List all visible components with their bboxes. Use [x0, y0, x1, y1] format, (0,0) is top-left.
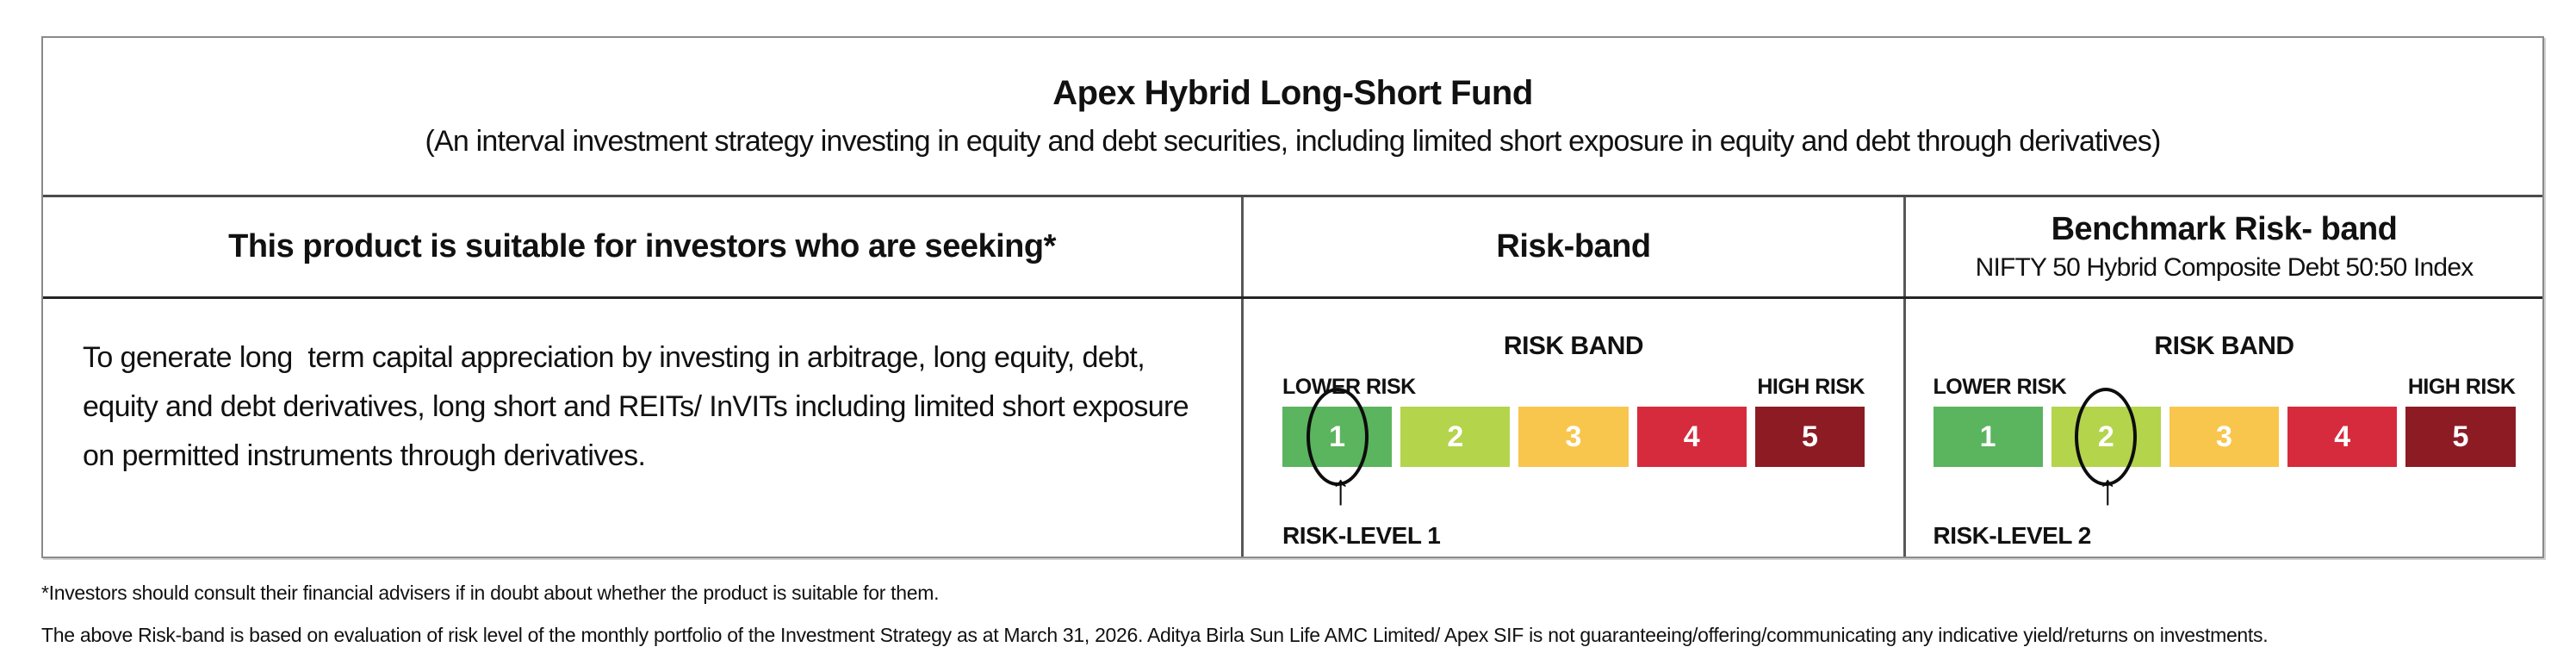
benchmark-riskband-cell: RISK BAND LOWER RISK HIGH RISK 1 2 3 4 5 ↑ R…: [1903, 299, 2542, 557]
fund-subtitle: (An interval investment strategy investi…: [425, 125, 2161, 158]
header-row: This product is suitable for investors w…: [43, 195, 2542, 296]
benchmark-riskband-widget: RISK BAND LOWER RISK HIGH RISK 1 2 3 4 5 ↑ R…: [1933, 332, 2516, 550]
risk-segment-2: 2: [1400, 407, 1511, 467]
content-row: To generate long term capital appreciati…: [43, 296, 2542, 557]
risk-level-caption: RISK-LEVEL 2: [1933, 522, 2092, 549]
lower-risk-label: LOWER RISK: [1933, 375, 2067, 399]
risk-segment-number: 2: [2097, 420, 2114, 453]
risk-segment-4: 4: [2287, 407, 2398, 467]
risk-segment-1: 1: [1282, 388, 1393, 486]
riskband-axis-labels: LOWER RISK HIGH RISK: [1934, 375, 2516, 400]
up-arrow-icon: ↑: [2096, 465, 2119, 513]
high-risk-label: HIGH RISK: [1757, 375, 1865, 399]
high-risk-label: HIGH RISK: [2407, 375, 2516, 399]
risk-segment-5: 5: [2405, 407, 2516, 467]
title-row: Apex Hybrid Long-Short Fund (An interval…: [43, 38, 2542, 195]
risk-segment-number: 4: [1683, 420, 1700, 453]
riskband-bar: 1 2 3 4 5: [1933, 388, 2516, 486]
riskband-axis-labels: LOWER RISK HIGH RISK: [1282, 375, 1865, 400]
suitability-text: To generate long term capital appreciati…: [83, 341, 1196, 473]
fund-riskband-widget: RISK BAND LOWER RISK HIGH RISK 1 2 3 4 5 ↑ R…: [1282, 332, 1865, 550]
benchmark-subheader: NIFTY 50 Hybrid Composite Debt 50:50 Ind…: [1975, 253, 2474, 282]
risk-level-caption: RISK-LEVEL 1: [1282, 522, 1441, 549]
suitability-cell: To generate long term capital appreciati…: [43, 299, 1241, 557]
riskband-title: RISK BAND: [2154, 332, 2294, 360]
benchmark-header: Benchmark Risk- band: [2051, 211, 2398, 247]
risk-segment-2: 2: [2051, 388, 2161, 486]
risk-segment-number: 4: [2334, 420, 2351, 453]
risk-segment-3: 3: [2169, 407, 2280, 467]
footnotes: *Investors should consult their financia…: [41, 572, 2539, 656]
benchmark-header-cell: Benchmark Risk- band NIFTY 50 Hybrid Com…: [1903, 197, 2542, 296]
risk-segment-number: 3: [1565, 420, 1582, 453]
risk-segment-number: 5: [2452, 420, 2469, 453]
riskband-title: RISK BAND: [1503, 332, 1644, 360]
risk-segment-number: 2: [1447, 420, 1464, 453]
risk-segment-1: 1: [1933, 407, 2043, 467]
risk-segment-number: 1: [1329, 420, 1346, 453]
fund-riskband-cell: RISK BAND LOWER RISK HIGH RISK 1 2 3 4 5 ↑ R…: [1241, 299, 1903, 557]
footnote-advisers: *Investors should consult their financia…: [41, 582, 940, 604]
suitability-header: This product is suitable for investors w…: [228, 228, 1056, 264]
riskband-bar: 1 2 3 4 5: [1282, 388, 1865, 486]
fund-title: Apex Hybrid Long-Short Fund: [1052, 74, 1533, 112]
footnote-disclaimer: The above Risk-band is based on evaluati…: [41, 624, 2269, 646]
suitability-header-cell: This product is suitable for investors w…: [43, 197, 1241, 296]
riskband-header-cell: Risk-band: [1241, 197, 1903, 296]
fund-disclosure-table: Apex Hybrid Long-Short Fund (An interval…: [41, 36, 2544, 558]
riskband-pointer-row: ↑: [1282, 465, 1865, 515]
riskband-header: Risk-band: [1496, 228, 1651, 264]
risk-segment-4: 4: [1636, 407, 1747, 467]
risk-segment-number: 5: [1801, 420, 1818, 453]
risk-segment-3: 3: [1518, 407, 1629, 467]
risk-segment-5: 5: [1754, 407, 1865, 467]
lower-risk-label: LOWER RISK: [1282, 375, 1416, 399]
risk-segment-number: 1: [1979, 420, 1996, 453]
riskband-pointer-row: ↑: [1934, 465, 2516, 515]
risk-segment-number: 3: [2216, 420, 2232, 453]
up-arrow-icon: ↑: [1330, 465, 1352, 513]
